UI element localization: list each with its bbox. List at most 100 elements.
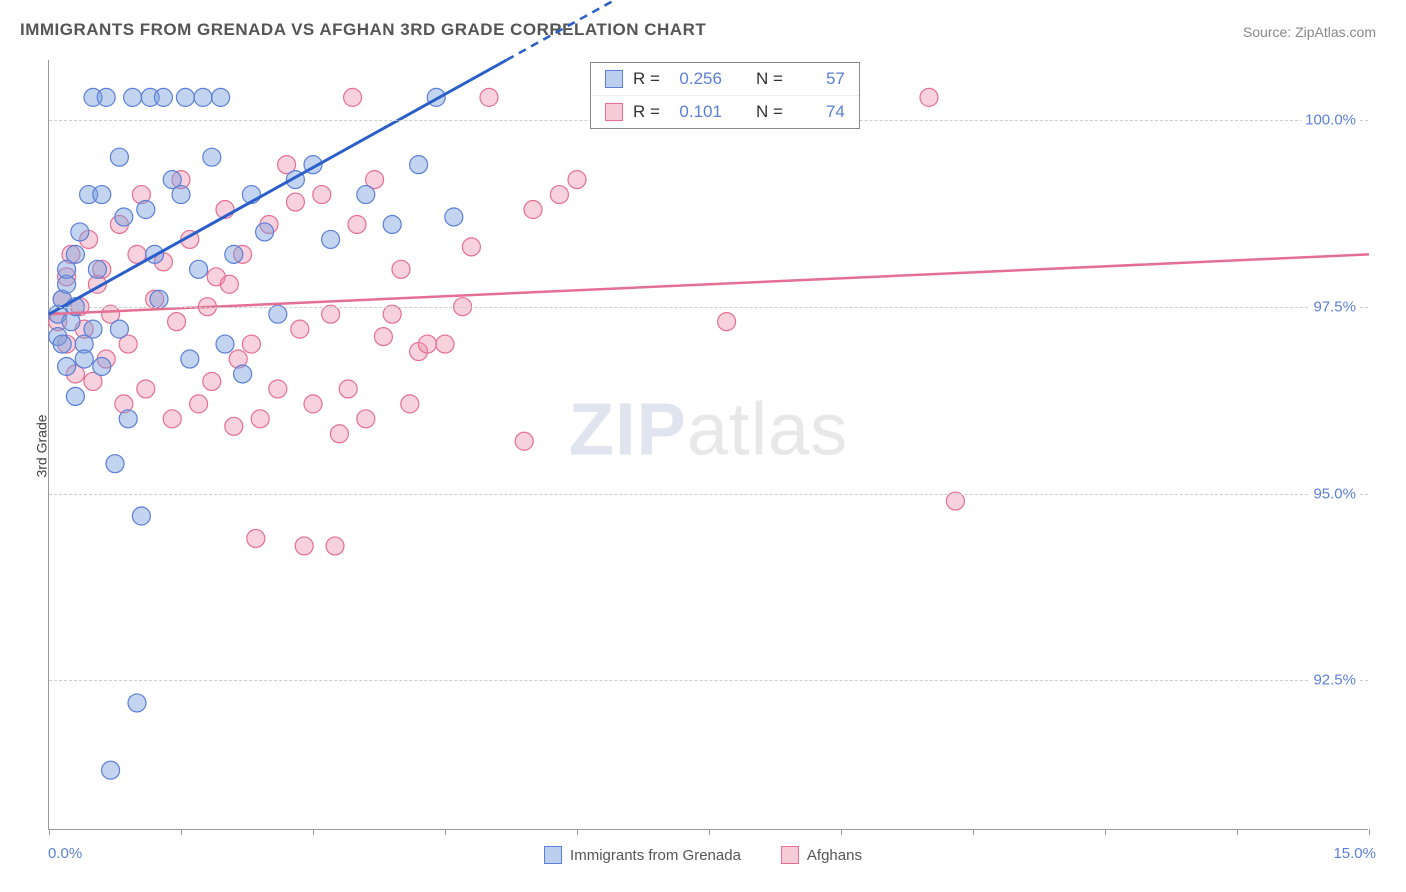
scatter-point-blue [97, 88, 115, 106]
scatter-point-blue [172, 186, 190, 204]
scatter-point-blue [357, 186, 375, 204]
x-tick [1105, 829, 1106, 835]
scatter-point-blue [383, 215, 401, 233]
r-value-pink: 0.101 [670, 102, 722, 122]
r-label: R = [633, 69, 660, 89]
swatch-pink-icon [781, 846, 799, 864]
y-tick-label: 92.5% [1309, 672, 1360, 689]
scatter-point-pink [251, 410, 269, 428]
n-value-blue: 57 [793, 69, 845, 89]
trend-line-pink [49, 254, 1369, 314]
scatter-point-pink [339, 380, 357, 398]
scatter-point-blue [181, 350, 199, 368]
scatter-point-pink [322, 305, 340, 323]
scatter-point-blue [132, 507, 150, 525]
scatter-point-blue [88, 260, 106, 278]
stats-row-pink: R = 0.101 N = 74 [591, 95, 859, 128]
x-tick [973, 829, 974, 835]
x-tick [577, 829, 578, 835]
scatter-point-pink [163, 410, 181, 428]
legend-label-pink: Afghans [807, 847, 862, 864]
scatter-point-pink [374, 328, 392, 346]
scatter-point-blue [124, 88, 142, 106]
scatter-point-blue [102, 761, 120, 779]
scatter-point-pink [190, 395, 208, 413]
scatter-plot-svg [49, 60, 1368, 829]
x-tick [709, 829, 710, 835]
scatter-point-blue [93, 358, 111, 376]
x-tick [313, 829, 314, 835]
scatter-point-pink [304, 395, 322, 413]
scatter-point-pink [401, 395, 419, 413]
r-value-blue: 0.256 [670, 69, 722, 89]
legend-item-blue: Immigrants from Grenada [544, 846, 741, 864]
scatter-point-blue [66, 387, 84, 405]
n-label: N = [756, 69, 783, 89]
scatter-point-blue [150, 290, 168, 308]
scatter-point-pink [946, 492, 964, 510]
scatter-point-pink [330, 425, 348, 443]
scatter-point-pink [418, 335, 436, 353]
x-tick [841, 829, 842, 835]
x-tick [181, 829, 182, 835]
scatter-point-pink [203, 372, 221, 390]
scatter-point-blue [225, 245, 243, 263]
scatter-point-pink [524, 201, 542, 219]
scatter-point-blue [106, 455, 124, 473]
scatter-point-pink [225, 417, 243, 435]
r-label: R = [633, 102, 660, 122]
gridline [49, 680, 1368, 681]
scatter-point-blue [190, 260, 208, 278]
scatter-point-pink [348, 215, 366, 233]
scatter-point-pink [291, 320, 309, 338]
swatch-pink-icon [605, 103, 623, 121]
scatter-point-blue [234, 365, 252, 383]
scatter-point-pink [286, 193, 304, 211]
scatter-point-pink [436, 335, 454, 353]
scatter-point-blue [410, 156, 428, 174]
scatter-point-blue [93, 186, 111, 204]
scatter-point-pink [550, 186, 568, 204]
x-tick [445, 829, 446, 835]
stats-row-blue: R = 0.256 N = 57 [591, 63, 859, 95]
x-tick [1369, 829, 1370, 835]
scatter-point-blue [269, 305, 287, 323]
scatter-point-pink [326, 537, 344, 555]
scatter-point-pink [357, 410, 375, 428]
scatter-point-blue [110, 148, 128, 166]
trend-line-blue [49, 60, 507, 314]
scatter-point-blue [84, 320, 102, 338]
x-tick [1237, 829, 1238, 835]
scatter-point-blue [66, 245, 84, 263]
scatter-point-pink [480, 88, 498, 106]
x-axis-min-label: 0.0% [48, 845, 82, 862]
scatter-point-blue [128, 694, 146, 712]
source-label: Source: ZipAtlas.com [1243, 24, 1376, 40]
scatter-point-blue [176, 88, 194, 106]
scatter-point-blue [322, 230, 340, 248]
scatter-point-pink [295, 537, 313, 555]
scatter-point-pink [462, 238, 480, 256]
swatch-blue-icon [605, 70, 623, 88]
scatter-point-pink [568, 171, 586, 189]
scatter-point-blue [110, 320, 128, 338]
n-value-pink: 74 [793, 102, 845, 122]
scatter-point-pink [137, 380, 155, 398]
legend-bottom: Immigrants from Grenada Afghans [544, 846, 862, 864]
scatter-point-blue [212, 88, 230, 106]
gridline [49, 307, 1368, 308]
stats-legend-box: R = 0.256 N = 57 R = 0.101 N = 74 [590, 62, 860, 129]
y-tick-label: 95.0% [1309, 485, 1360, 502]
scatter-point-blue [154, 88, 172, 106]
scatter-point-pink [392, 260, 410, 278]
y-tick-label: 97.5% [1309, 298, 1360, 315]
gridline [49, 494, 1368, 495]
scatter-point-pink [242, 335, 260, 353]
chart-title: IMMIGRANTS FROM GRENADA VS AFGHAN 3RD GR… [20, 20, 706, 40]
scatter-point-blue [137, 201, 155, 219]
scatter-point-blue [445, 208, 463, 226]
scatter-point-pink [515, 432, 533, 450]
scatter-point-blue [119, 410, 137, 428]
scatter-point-pink [168, 313, 186, 331]
chart-area: ZIPatlas 92.5%95.0%97.5%100.0% [48, 60, 1368, 830]
